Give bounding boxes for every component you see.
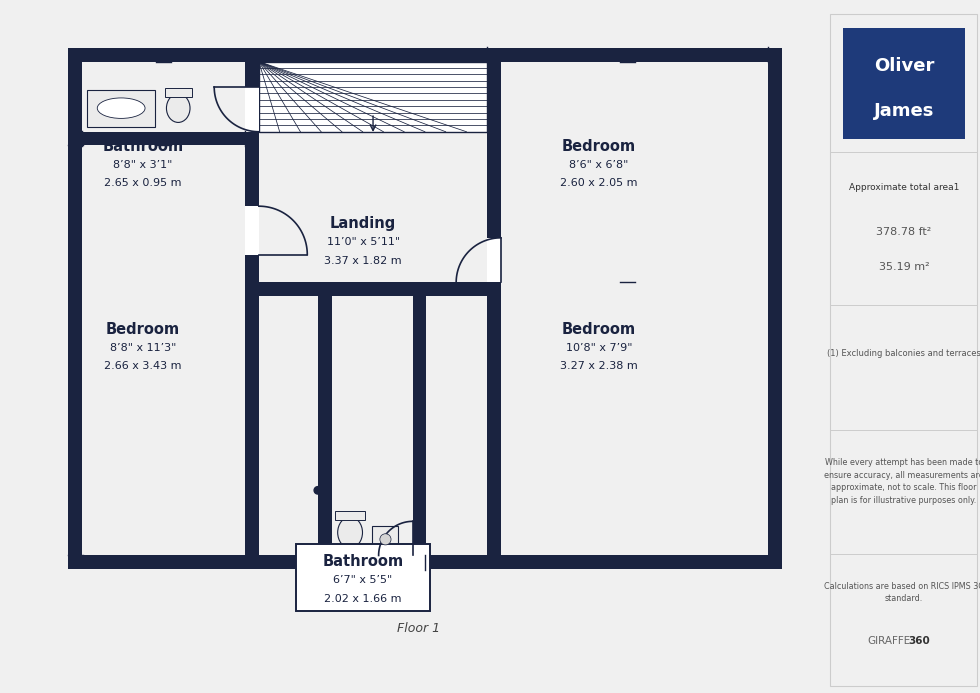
Bar: [69, 132, 259, 146]
Text: 8’8" x 11’3": 8’8" x 11’3": [110, 342, 176, 353]
Ellipse shape: [338, 517, 363, 548]
Bar: [245, 283, 501, 296]
Text: GIRAFFE: GIRAFFE: [867, 636, 910, 646]
Bar: [245, 48, 259, 569]
Text: 8’8" x 3’1": 8’8" x 3’1": [113, 159, 172, 170]
Text: James: James: [874, 102, 934, 120]
Text: Floor 1: Floor 1: [397, 622, 441, 635]
Bar: [487, 48, 501, 569]
Bar: [318, 283, 332, 569]
Text: Bedroom: Bedroom: [106, 322, 180, 337]
Text: Bathroom: Bathroom: [322, 554, 404, 569]
Bar: [245, 207, 259, 254]
Text: 2.02 x 1.66 m: 2.02 x 1.66 m: [324, 594, 402, 604]
Text: 360: 360: [908, 636, 930, 646]
Circle shape: [380, 534, 391, 545]
Text: While every attempt has been made to
ensure accuracy, all measurements are
appro: While every attempt has been made to ens…: [824, 458, 980, 505]
Bar: [165, 88, 192, 97]
Text: 3.27 x 2.38 m: 3.27 x 2.38 m: [560, 361, 638, 371]
Text: 2.65 x 0.95 m: 2.65 x 0.95 m: [104, 178, 181, 188]
Bar: [296, 544, 430, 611]
Text: (1) Excluding balconies and terraces: (1) Excluding balconies and terraces: [827, 349, 980, 358]
Bar: [245, 87, 259, 132]
Text: 8’6" x 6’8": 8’6" x 6’8": [569, 159, 628, 170]
Ellipse shape: [167, 94, 190, 123]
Text: 35.19 m²: 35.19 m²: [879, 262, 929, 272]
Text: 10’8" x 7’9": 10’8" x 7’9": [565, 342, 632, 353]
Bar: [69, 48, 782, 62]
Text: 3.37 x 1.82 m: 3.37 x 1.82 m: [324, 256, 402, 266]
Bar: [87, 89, 155, 127]
Text: 378.78 ft²: 378.78 ft²: [876, 227, 932, 237]
Text: Calculations are based on RICS IPMS 3C
standard.: Calculations are based on RICS IPMS 3C s…: [824, 581, 980, 604]
Text: Bathroom: Bathroom: [102, 139, 183, 154]
Text: 6’7" x 5’5": 6’7" x 5’5": [333, 575, 393, 586]
Bar: [69, 48, 82, 569]
Bar: [413, 283, 426, 569]
Text: Bedroom: Bedroom: [562, 139, 636, 154]
Text: Oliver: Oliver: [874, 57, 934, 75]
Bar: [69, 556, 782, 569]
Bar: [259, 62, 487, 132]
Bar: [372, 526, 399, 552]
Text: 2.66 x 3.43 m: 2.66 x 3.43 m: [104, 361, 181, 371]
Bar: [487, 238, 501, 283]
Text: Approximate total area1: Approximate total area1: [849, 183, 959, 191]
Bar: [332, 556, 413, 569]
Bar: [843, 28, 964, 139]
Text: Landing: Landing: [330, 216, 396, 231]
Ellipse shape: [97, 98, 145, 119]
Bar: [768, 48, 782, 569]
Text: 2.60 x 2.05 m: 2.60 x 2.05 m: [561, 178, 638, 188]
Text: Bedroom: Bedroom: [562, 322, 636, 337]
Text: 11’0" x 5’11": 11’0" x 5’11": [326, 237, 400, 247]
Bar: [335, 511, 365, 520]
Circle shape: [315, 486, 321, 494]
